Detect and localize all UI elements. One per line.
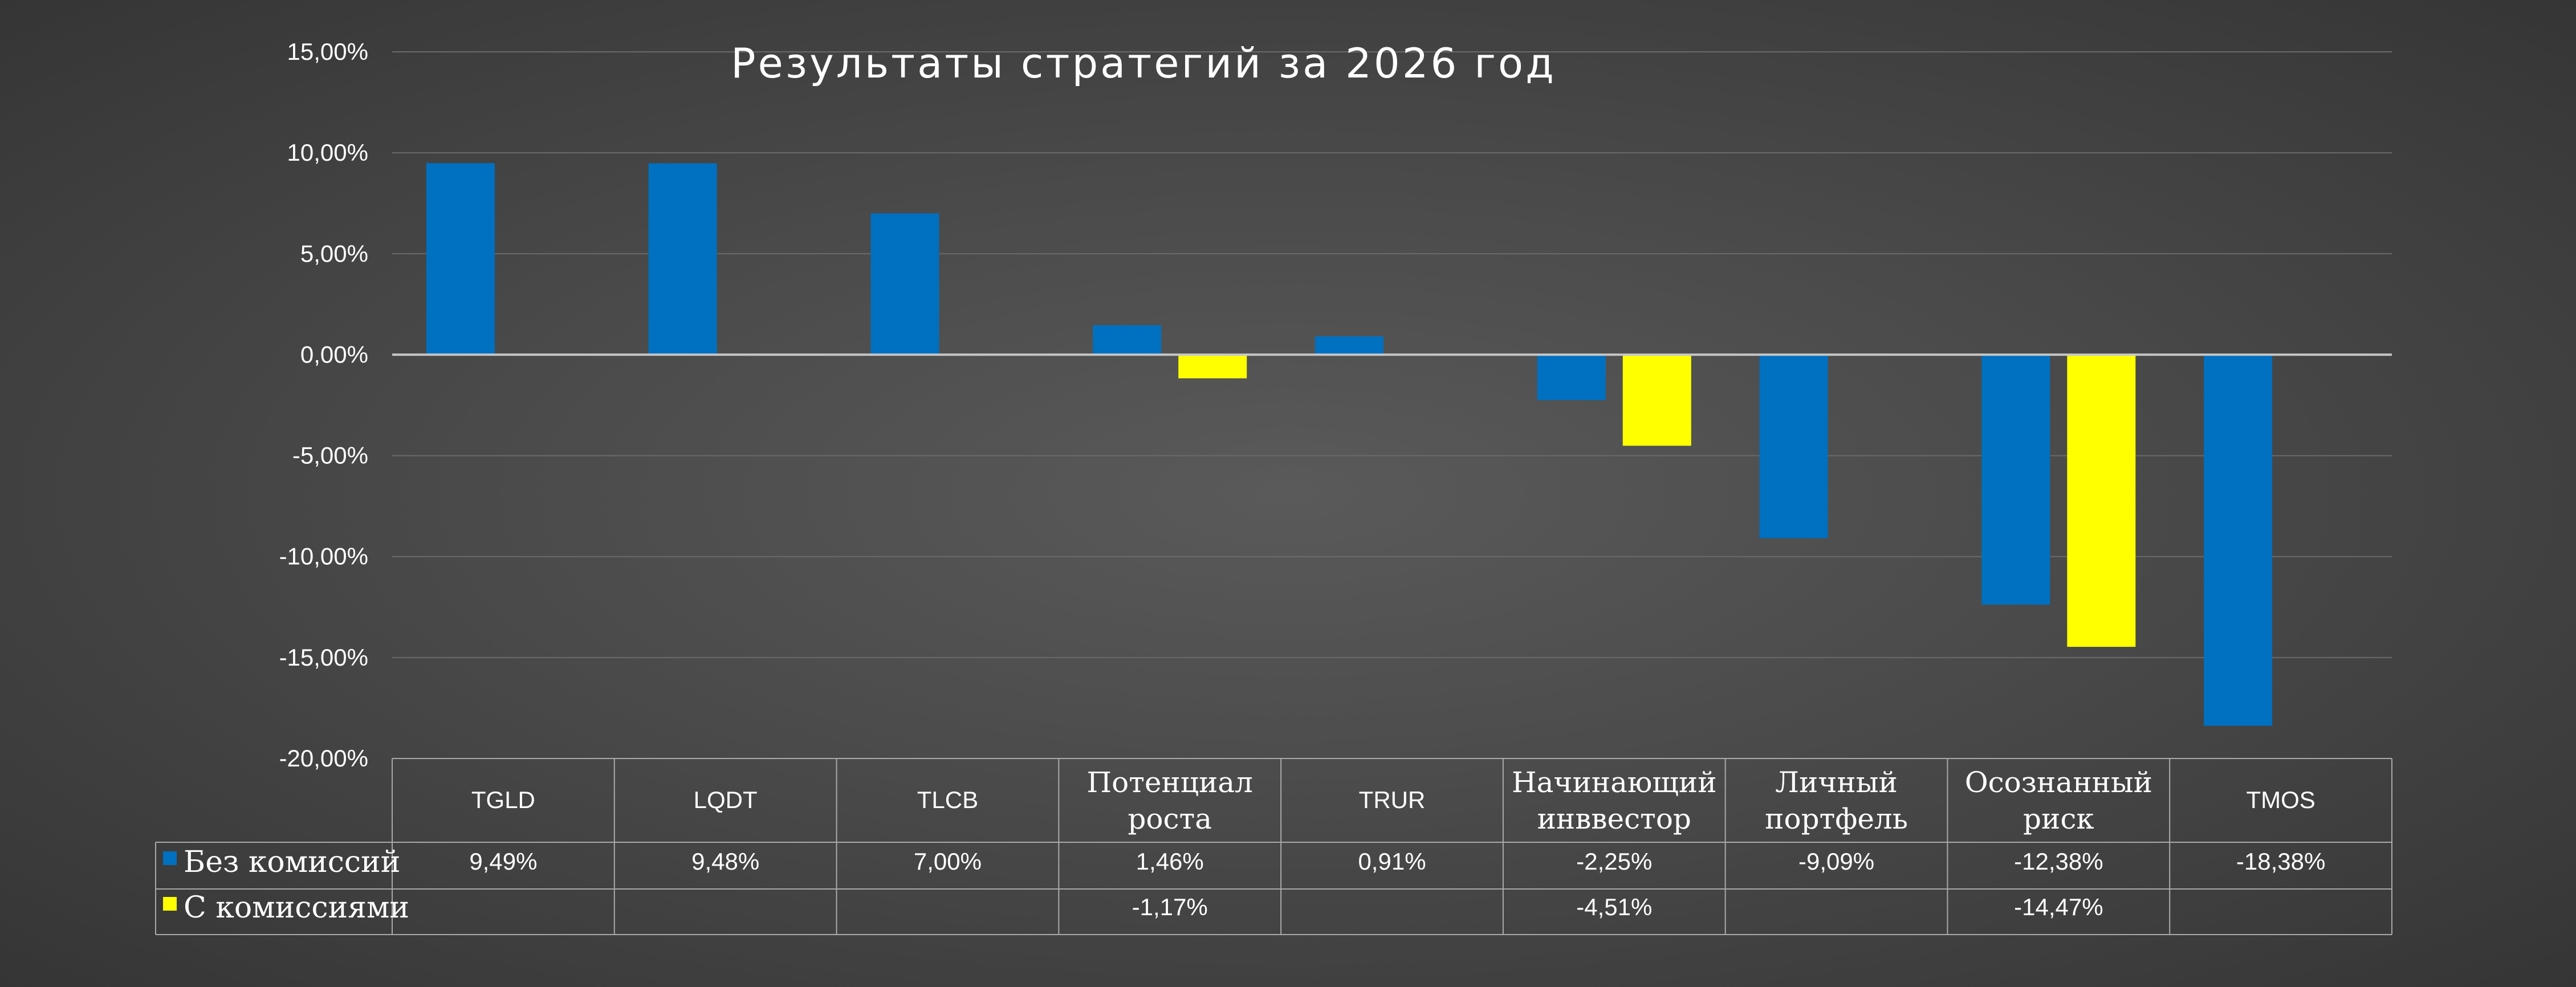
bars [426, 163, 2273, 726]
data-label: 9,49% [469, 848, 537, 875]
bar-bez-komissiy [426, 163, 495, 355]
category-label: Осознанный [1965, 766, 2152, 799]
legend-swatch [163, 851, 177, 865]
bar-bez-komissiy [1315, 336, 1383, 355]
category-label: инввестор [1537, 802, 1691, 835]
bar-s-komissiyami [1178, 354, 1247, 378]
category-label: Начинающий [1512, 766, 1717, 799]
bar-bez-komissiy [648, 163, 717, 355]
category-label: портфель [1765, 802, 1908, 835]
data-label: -14,47% [2014, 894, 2103, 920]
category-label: TMOS [2246, 786, 2315, 813]
bar-bez-komissiy [1759, 354, 1828, 539]
data-label: 7,00% [914, 848, 982, 875]
y-tick-label: -20,00% [279, 745, 368, 772]
bar-bez-komissiy [1093, 325, 1162, 355]
category-label: TRUR [1359, 786, 1426, 813]
category-label: Личный [1775, 766, 1898, 799]
chart-title: Результаты стратегий за 2026 год [731, 39, 1556, 87]
y-tick-label: -5,00% [292, 442, 368, 469]
data-label: -12,38% [2014, 848, 2103, 875]
y-tick-label: -10,00% [279, 543, 368, 570]
legend-label: С комиссиями [184, 891, 409, 925]
bar-bez-komissiy [1981, 354, 2050, 605]
bar-s-komissiyami [1622, 354, 1691, 446]
y-tick-label: 15,00% [287, 38, 368, 65]
data-label: -18,38% [2236, 848, 2325, 875]
y-tick-label: 10,00% [287, 139, 368, 166]
category-label: TLCB [917, 786, 978, 813]
category-label: риск [2023, 802, 2094, 835]
data-label: -9,09% [1798, 848, 1874, 875]
legend-swatch [163, 897, 177, 911]
bar-bez-komissiy [1537, 354, 1606, 401]
category-label: Потенциал [1087, 766, 1253, 799]
y-tick-label: 5,00% [300, 240, 368, 267]
category-label: TGLD [471, 786, 535, 813]
legend-label: Без комиссий [184, 845, 400, 879]
y-tick-label: 0,00% [300, 341, 368, 368]
category-label: LQDT [694, 786, 758, 813]
data-label: 0,91% [1358, 848, 1426, 875]
y-tick-label: -15,00% [279, 644, 368, 671]
data-label: -2,25% [1576, 848, 1652, 875]
data-label: -4,51% [1576, 894, 1652, 920]
data-label: 1,46% [1136, 848, 1204, 875]
bar-s-komissiyami [2067, 354, 2136, 647]
data-label: 9,48% [691, 848, 759, 875]
y-axis-ticks: 15,00% 10,00% 5,00% 0,00% -5,00% -10,00% -15,0… [279, 38, 368, 772]
bar-bez-komissiy [2204, 354, 2273, 726]
bar-bez-komissiy [870, 213, 939, 355]
data-label: -1,17% [1132, 894, 1208, 920]
category-label: роста [1128, 802, 1212, 835]
